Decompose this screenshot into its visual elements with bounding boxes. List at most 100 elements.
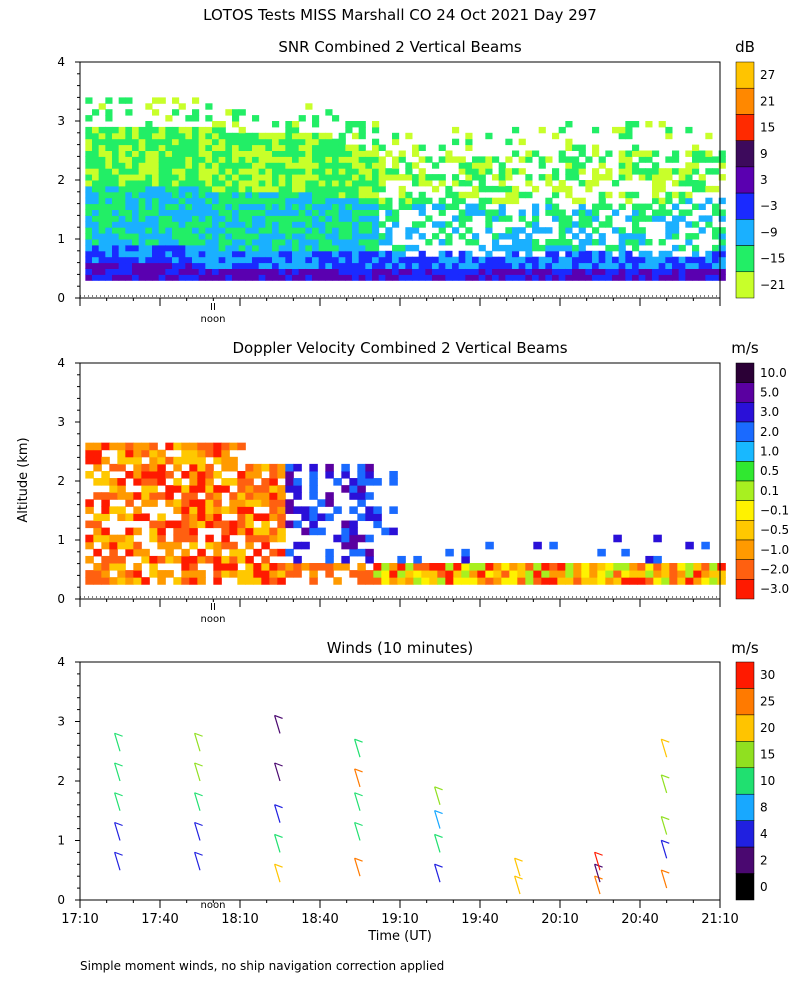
snr-cell [552, 168, 560, 175]
snr-cell [118, 144, 126, 151]
snr-cell [365, 244, 373, 252]
doppler-cell [413, 570, 422, 578]
snr-cell [152, 221, 160, 228]
colorbar-label: 3.0 [760, 405, 779, 419]
snr-cell [218, 203, 226, 210]
doppler-cell [717, 570, 726, 578]
snr-cell [185, 162, 193, 169]
snr-cell [512, 126, 520, 134]
snr-cell [592, 256, 600, 264]
snr-cell [178, 221, 186, 228]
doppler-cell [373, 577, 382, 585]
snr-cell [225, 132, 233, 140]
snr-cell [252, 185, 260, 193]
snr-cell [105, 150, 113, 157]
snr-cell [132, 203, 140, 210]
x-tick-labels: 17:10 17:40 18:10 18:40 19:10 19:40 20:10 20:40… [61, 912, 738, 927]
snr-cell [225, 150, 233, 157]
doppler-cell [157, 513, 166, 522]
snr-cell [185, 180, 193, 187]
snr-cell [445, 221, 453, 228]
snr-cell [305, 262, 313, 269]
doppler-cell [213, 513, 222, 522]
snr-cell [252, 197, 260, 205]
snr-cell [385, 168, 393, 175]
doppler-cell [293, 563, 302, 571]
snr-cell [185, 256, 193, 264]
doppler-cell [341, 563, 350, 571]
snr-cell [405, 262, 413, 269]
doppler-cell [277, 470, 286, 479]
snr-cell [525, 221, 533, 228]
snr-cell [272, 227, 280, 234]
snr-cell [478, 180, 486, 187]
snr-cell [192, 97, 200, 104]
snr-cell [345, 121, 353, 128]
snr-cell [258, 138, 266, 146]
snr-cell [312, 150, 320, 157]
snr-cell [565, 268, 573, 275]
doppler-cell [357, 499, 366, 507]
panel-doppler: Doppler Velocity Combined 2 Vertical Bea… [57, 339, 789, 625]
snr-cell [612, 209, 620, 216]
snr-cell [265, 209, 273, 216]
snr-cell [625, 121, 633, 128]
snr-cell [112, 256, 120, 264]
snr-cell [205, 103, 213, 110]
snr-cell [112, 239, 120, 246]
snr-cell [472, 191, 480, 199]
snr-cell [452, 191, 460, 199]
doppler-cell [165, 492, 174, 500]
snr-cell [132, 250, 140, 258]
doppler-cell [573, 570, 582, 578]
doppler-cell [349, 485, 358, 493]
snr-cell [678, 268, 686, 275]
snr-cell [185, 209, 193, 216]
snr-cell [245, 256, 253, 264]
doppler-cell [141, 442, 150, 451]
snr-cell [285, 233, 293, 240]
snr-cell [178, 150, 186, 157]
snr-cell [205, 274, 213, 281]
snr-cell [112, 168, 120, 175]
snr-cell [105, 233, 113, 240]
snr-cell [252, 138, 260, 146]
snr-cell [245, 191, 253, 199]
snr-cell [545, 274, 553, 281]
snr-cell [345, 174, 353, 181]
snr-cell [172, 109, 180, 116]
snr-cell [198, 209, 206, 216]
snr-cell [345, 244, 353, 252]
snr-cell [452, 215, 460, 222]
snr-cell [298, 244, 306, 252]
snr-cell [205, 268, 213, 275]
snr-cell [238, 132, 246, 140]
snr-cell [105, 97, 113, 104]
snr-cell [525, 191, 533, 199]
snr-cell [498, 168, 506, 175]
snr-cell [418, 209, 426, 216]
snr-cell [152, 209, 160, 216]
snr-cell [112, 227, 120, 234]
snr-cell [685, 150, 693, 157]
snr-cell [705, 156, 713, 163]
colorbar-label: 0.5 [760, 464, 779, 478]
snr-cell [225, 239, 233, 246]
snr-cell [632, 203, 640, 210]
snr-cell [538, 174, 546, 181]
snr-cell [665, 168, 673, 175]
snr-cell [378, 156, 386, 163]
wind-barb-flag [274, 863, 283, 868]
snr-cell [145, 180, 153, 187]
snr-cell [405, 162, 413, 169]
y-tick-label: 1 [57, 834, 65, 848]
snr-cell [158, 132, 166, 140]
doppler-cell [173, 555, 182, 564]
snr-cell [392, 268, 400, 275]
snr-cell [498, 162, 506, 169]
doppler-cell [181, 570, 190, 578]
snr-cell [685, 239, 693, 246]
doppler-cell [517, 563, 526, 571]
snr-cell [645, 203, 653, 210]
snr-cell [292, 144, 300, 151]
